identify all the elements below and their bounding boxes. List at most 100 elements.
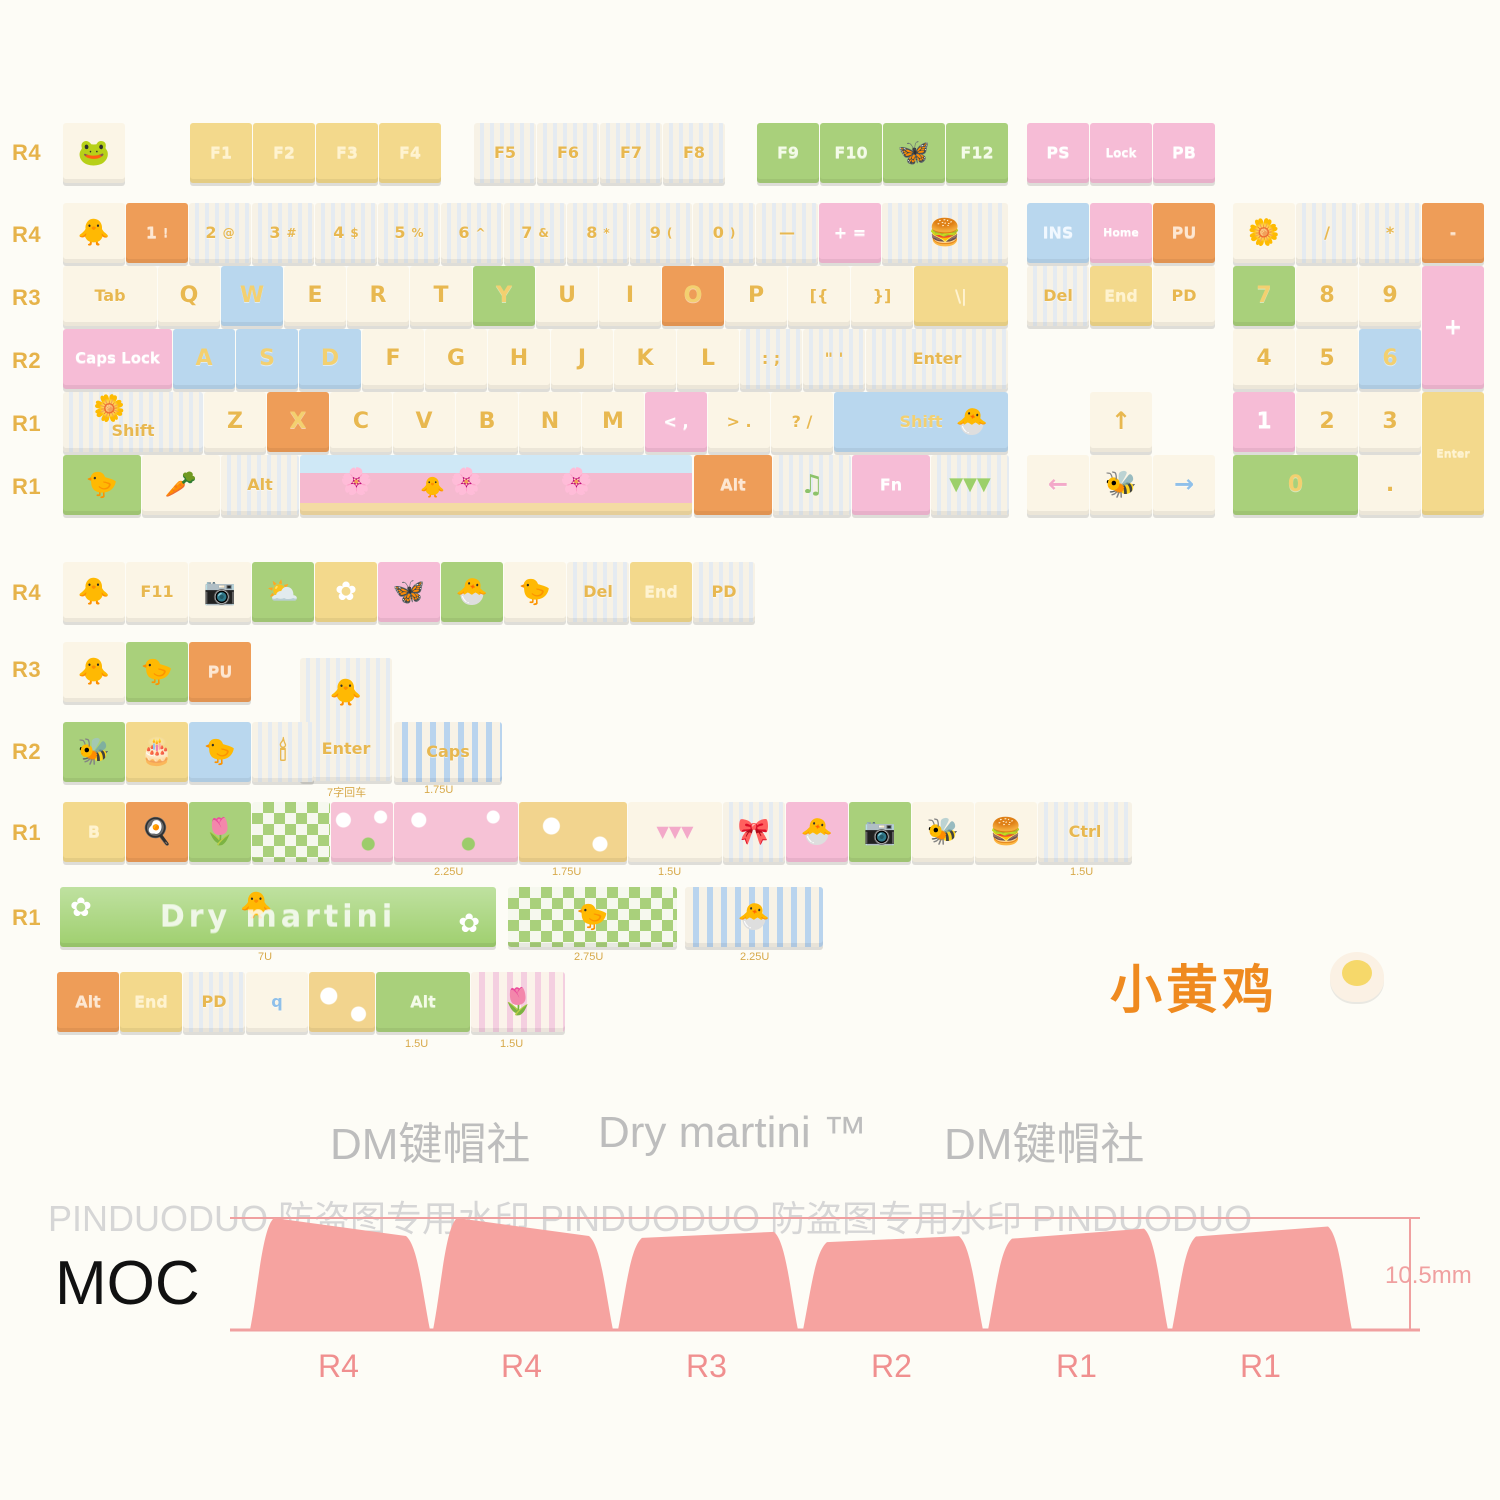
key-comma: < , xyxy=(645,392,707,452)
key-y: Y xyxy=(473,266,535,326)
size-label: 1.75U xyxy=(552,866,582,878)
egg-icon: 🍳 xyxy=(140,817,174,847)
key-f7: F7 xyxy=(600,123,662,183)
extra-key-chick-green: 🐤 xyxy=(126,642,188,702)
key-i: I xyxy=(599,266,661,326)
key-l: L xyxy=(677,329,739,389)
key-np3: 3 xyxy=(1359,392,1421,452)
key-0: 0) xyxy=(693,203,755,263)
chick-icon: 🐥 xyxy=(329,678,363,708)
bunting-icon: ▼▼▼ xyxy=(656,822,694,841)
key-equals: + = xyxy=(819,203,881,263)
row-label: R3 xyxy=(12,285,42,310)
bee-icon: 🐝 xyxy=(926,817,960,847)
extra-key-flowers-225 xyxy=(394,802,518,862)
chick-icon: 🐤 xyxy=(85,470,119,500)
key-e: E xyxy=(284,266,346,326)
size-label: 1.5U xyxy=(658,866,682,878)
tree-icon: 🌸 xyxy=(340,467,373,497)
bunting-icon: ▼▼▼ xyxy=(949,474,991,495)
brand-center: Dry martini ™ xyxy=(598,1108,867,1157)
key-ctrl-chick: 🐤 xyxy=(63,455,141,515)
extra-key-chick-headphones: 🐤 xyxy=(504,562,566,622)
extra-key-camera: 📷 xyxy=(189,562,251,622)
key-x: X xyxy=(267,392,329,452)
extra-key-cloud: ⛅ xyxy=(252,562,314,622)
key-q: Q xyxy=(158,266,220,326)
key-right: → xyxy=(1153,455,1215,515)
size-label: 7字回车 xyxy=(327,787,367,799)
profile-keycap-r1 xyxy=(988,1228,1168,1330)
watermark: PINDUODUO 防盗图专用水印 PINDUODUO 防盗图专用水印 PIND… xyxy=(48,1198,1253,1239)
extra-key-end: End xyxy=(630,562,692,622)
key-o: O xyxy=(662,266,724,326)
key-m: M xyxy=(582,392,644,452)
row-label: R4 xyxy=(12,140,42,165)
key-np-plus: + xyxy=(1422,266,1484,389)
key-d: D xyxy=(299,329,361,389)
row-label: R1 xyxy=(12,474,42,499)
key-win-carrot: 🥕 xyxy=(142,455,220,515)
chick-face xyxy=(1342,960,1372,986)
size-label: 1.5U xyxy=(1070,866,1094,878)
extra-key-checker xyxy=(252,802,330,862)
key-6: 6 ^ xyxy=(441,203,503,263)
flower-icon: 🌼 xyxy=(1247,218,1281,248)
daisy-icon: ✿ xyxy=(70,893,92,923)
extra-key-burger: 🍔 xyxy=(975,802,1037,862)
candle-icon: 🕯 xyxy=(279,737,287,767)
key-p: P xyxy=(725,266,787,326)
key-np0: 0 xyxy=(1233,455,1358,515)
key-semicolon: : ; xyxy=(740,329,802,389)
key-f: F xyxy=(362,329,424,389)
row-label: R1 xyxy=(12,411,42,436)
extra-key-ctrl: Ctrl xyxy=(1038,802,1132,862)
key-np1: 1 xyxy=(1233,392,1295,452)
profile-keycap-r2 xyxy=(803,1236,983,1330)
extra-key-butterfly: 🦋 xyxy=(378,562,440,622)
chick-icon: 🐥 xyxy=(420,475,445,499)
extra-key-pd-2: PD xyxy=(183,972,245,1032)
key-quote: " ' xyxy=(803,329,865,389)
key-down-bee: 🐝 xyxy=(1090,455,1152,515)
key-left: ← xyxy=(1027,455,1089,515)
extra-key-pu: PU xyxy=(189,642,251,702)
key-np-star: * xyxy=(1359,203,1421,263)
size-label: 7U xyxy=(258,951,273,963)
key-v: V xyxy=(393,392,455,452)
key-grave-chick: 🐥 xyxy=(63,203,125,263)
key-3: 3 # xyxy=(252,203,314,263)
key-tab: Tab xyxy=(63,266,157,326)
key-w: W xyxy=(221,266,283,326)
key-period: > . xyxy=(708,392,770,452)
profile-row-label: R2 xyxy=(871,1348,912,1384)
camera-icon: 📷 xyxy=(863,817,897,847)
key-f3: F3 xyxy=(316,123,378,183)
key-pd: PD xyxy=(1153,266,1215,326)
row-label: R4 xyxy=(12,222,42,247)
key-f12: F12 xyxy=(946,123,1008,183)
chick-icon: 🐤 xyxy=(140,657,174,687)
daisy-icon: ✿ xyxy=(335,577,357,607)
flower-icon: 🌷 xyxy=(203,817,237,847)
chick-egg-logo xyxy=(1330,952,1384,1002)
key-lshift: 🌼 Shift xyxy=(63,392,203,452)
extra-key-flowers-small xyxy=(331,802,393,862)
chick-icon: 🐤 xyxy=(518,577,552,607)
size-label: 2.25U xyxy=(434,866,464,878)
extra-key-caps: Caps xyxy=(394,722,502,782)
extra-key-chick: 🐥 xyxy=(63,562,125,622)
key-np-slash: / xyxy=(1296,203,1358,263)
key-n: N xyxy=(519,392,581,452)
key-g: G xyxy=(425,329,487,389)
chick-icon: 🐥 xyxy=(240,891,273,921)
size-label: 1.5U xyxy=(500,1038,524,1050)
key-rshift: Shift 🐣 xyxy=(834,392,1008,452)
extra-key-daisy: ✿ xyxy=(315,562,377,622)
key-home: Home xyxy=(1090,203,1152,263)
key-9: 9( xyxy=(630,203,692,263)
music-note-icon: ♫ xyxy=(800,470,824,500)
bow-icon: 🎀 xyxy=(737,817,771,847)
key-slash: ? / xyxy=(771,392,833,452)
brand-right: DM键帽社 xyxy=(944,1120,1145,1169)
